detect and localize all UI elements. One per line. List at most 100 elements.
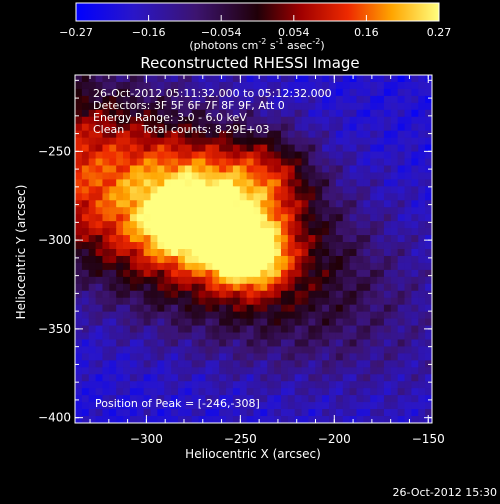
- heatmap-cell: [177, 311, 186, 320]
- heatmap-cell: [274, 200, 282, 208]
- heatmap-cell: [109, 276, 117, 285]
- heatmap-cell: [75, 75, 83, 83]
- heatmap-cell: [411, 374, 419, 382]
- heatmap-cell: [157, 409, 165, 417]
- heatmap-cell: [294, 276, 303, 285]
- heatmap-cell: [294, 102, 303, 111]
- heatmap-cell: [102, 269, 110, 278]
- heatmap-cell: [205, 346, 213, 354]
- heatmap-cell: [88, 235, 97, 243]
- heatmap-cell: [363, 214, 371, 222]
- heatmap-cell: [397, 165, 406, 174]
- heatmap-cell: [370, 75, 378, 83]
- heatmap-cell: [88, 311, 97, 320]
- heatmap-cell: [157, 193, 165, 201]
- heatmap-cell: [315, 221, 323, 229]
- colorbar-tick-label: 0.16: [354, 26, 379, 39]
- heatmap-cell: [129, 116, 138, 125]
- heatmap-cell: [294, 374, 303, 382]
- heatmap-cell: [109, 130, 117, 139]
- heatmap-cell: [164, 360, 172, 368]
- heatmap-cell: [370, 130, 378, 139]
- heatmap-cell: [267, 346, 275, 354]
- heatmap-cell: [88, 381, 97, 389]
- heatmap-cell: [205, 395, 213, 403]
- heatmap-cell: [411, 409, 419, 417]
- heatmap-cell: [232, 290, 241, 299]
- heatmap-cell: [116, 332, 124, 341]
- heatmap-cell: [226, 123, 234, 132]
- heatmap-cell: [157, 221, 165, 229]
- heatmap-cell: [136, 102, 145, 111]
- heatmap-cell: [116, 235, 124, 243]
- heatmap-cell: [370, 297, 378, 306]
- heatmap-cell: [102, 388, 110, 396]
- heatmap-cell: [280, 242, 289, 250]
- heatmap-cell: [239, 88, 248, 97]
- heatmap-cell: [315, 179, 323, 187]
- heatmap-cell: [411, 311, 419, 320]
- heatmap-cell: [246, 409, 255, 417]
- heatmap-cell: [232, 144, 241, 153]
- heatmap-cell: [109, 158, 117, 167]
- heatmap-cell: [356, 228, 364, 236]
- heatmap-cell: [123, 144, 131, 153]
- heatmap-cell: [335, 402, 344, 410]
- heatmap-cell: [287, 374, 296, 382]
- heatmap-cell: [232, 311, 241, 320]
- heatmap-cell: [75, 381, 83, 389]
- heatmap-cell: [232, 130, 241, 139]
- heatmap-cell: [177, 158, 186, 167]
- heatmap-cell: [75, 228, 83, 236]
- heatmap-cell: [102, 249, 110, 257]
- heatmap-cell: [191, 290, 200, 299]
- heatmap-cell: [349, 207, 358, 215]
- heatmap-cell: [150, 116, 158, 125]
- heatmap-cell: [136, 130, 145, 139]
- heatmap-cell: [397, 172, 406, 180]
- heatmap-cell: [219, 186, 227, 194]
- heatmap-cell: [335, 123, 344, 132]
- heatmap-cell: [102, 360, 110, 368]
- heatmap-cell: [274, 228, 282, 236]
- heatmap-cell: [301, 123, 310, 132]
- heatmap-cell: [191, 144, 200, 153]
- heatmap-cell: [322, 235, 330, 243]
- heatmap-cell: [129, 311, 138, 320]
- heatmap-cell: [274, 137, 282, 146]
- heatmap-cell: [136, 88, 145, 97]
- heatmap-cell: [123, 200, 131, 208]
- heatmap-cell: [171, 381, 179, 389]
- heatmap-cell: [191, 109, 200, 118]
- heatmap-cell: [363, 75, 371, 83]
- heatmap-cell: [274, 88, 282, 97]
- heatmap-cell: [123, 172, 131, 180]
- heatmap-cell: [411, 255, 419, 264]
- heatmap-cell: [383, 193, 392, 201]
- heatmap-cell: [143, 297, 152, 306]
- heatmap-cell: [246, 318, 255, 327]
- heatmap-cell: [232, 81, 241, 90]
- heatmap-cell: [75, 269, 83, 278]
- heatmap-cell: [383, 318, 392, 327]
- heatmap-cell: [363, 346, 371, 354]
- heatmap-cell: [123, 137, 131, 146]
- heatmap-cell: [418, 186, 426, 194]
- heatmap-cell: [377, 235, 385, 243]
- heatmap-cell: [377, 325, 385, 334]
- heatmap-cell: [397, 297, 406, 306]
- heatmap-cell: [390, 75, 399, 83]
- heatmap-cell: [102, 144, 110, 153]
- heatmap-cell: [411, 283, 419, 292]
- observation-info: 26-Oct-2012 05:11:32.000 to 05:12:32.000…: [93, 87, 332, 136]
- heatmap-cell: [287, 95, 296, 104]
- heatmap-cell: [404, 116, 413, 125]
- heatmap-cell: [246, 332, 255, 341]
- heatmap-cell: [157, 235, 165, 243]
- heatmap-cell: [253, 255, 261, 264]
- heatmap-cell: [205, 165, 213, 174]
- heatmap-cell: [150, 193, 158, 201]
- heatmap-cell: [191, 186, 200, 194]
- heatmap-cell: [212, 214, 220, 222]
- heatmap-cell: [370, 395, 378, 403]
